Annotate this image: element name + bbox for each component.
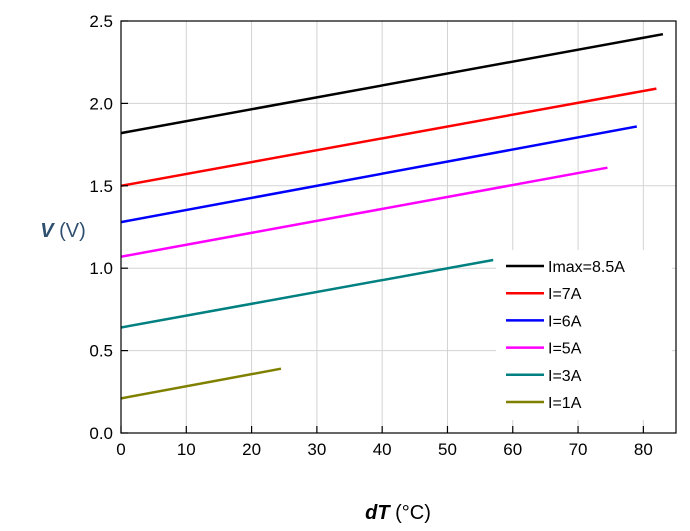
x-tick-label: 30: [307, 440, 326, 459]
x-axis-title: dT (°C): [365, 502, 431, 524]
x-tick-label: 50: [438, 440, 457, 459]
y-axis-variable: V: [40, 220, 55, 242]
legend-label: I=3A: [548, 368, 582, 385]
series-line: [120, 32, 664, 135]
legend-label: Imax=8.5A: [548, 259, 625, 276]
y-tick-label: 1.5: [89, 177, 113, 196]
series-lines: [120, 32, 664, 400]
legend-background: [496, 250, 672, 420]
y-tick-label: 1.0: [89, 259, 113, 278]
y-axis-title: V (V): [40, 220, 86, 242]
y-axis-unit: (V): [54, 220, 86, 242]
x-tick-label: 60: [503, 440, 522, 459]
x-tick-label: 70: [569, 440, 588, 459]
y-tick-label: 0.5: [89, 342, 113, 361]
x-axis-unit: (°C): [390, 502, 431, 524]
legend-label: I=6A: [548, 313, 582, 330]
axis-ticks: 0 10 20 30 40 50 60 70 80 0.0 0.5 1.0 1.5 2.0 2.5: [89, 12, 652, 459]
x-tick-label: 0: [116, 440, 125, 459]
x-tick-label: 20: [242, 440, 261, 459]
x-tick-label: 80: [634, 440, 653, 459]
x-tick-label: 10: [177, 440, 196, 459]
series-line: [120, 367, 282, 400]
legend-label: I=1A: [548, 395, 582, 412]
legend: Imax=8.5A I=7A I=6A I=5A I=3A I=1A: [496, 250, 672, 420]
legend-label: I=5A: [548, 341, 582, 358]
series-line: [120, 258, 494, 329]
x-tick-label: 40: [373, 440, 392, 459]
series-line: [120, 166, 608, 258]
series-line: [120, 125, 638, 224]
y-tick-label: 0.0: [89, 424, 113, 443]
series-line: [120, 87, 657, 188]
grid: [120, 20, 676, 434]
y-tick-label: 2.0: [89, 94, 113, 113]
y-tick-label: 2.5: [89, 12, 113, 31]
plot-frame: [120, 20, 677, 434]
x-axis-variable: dT: [365, 502, 391, 524]
legend-label: I=7A: [548, 286, 582, 303]
